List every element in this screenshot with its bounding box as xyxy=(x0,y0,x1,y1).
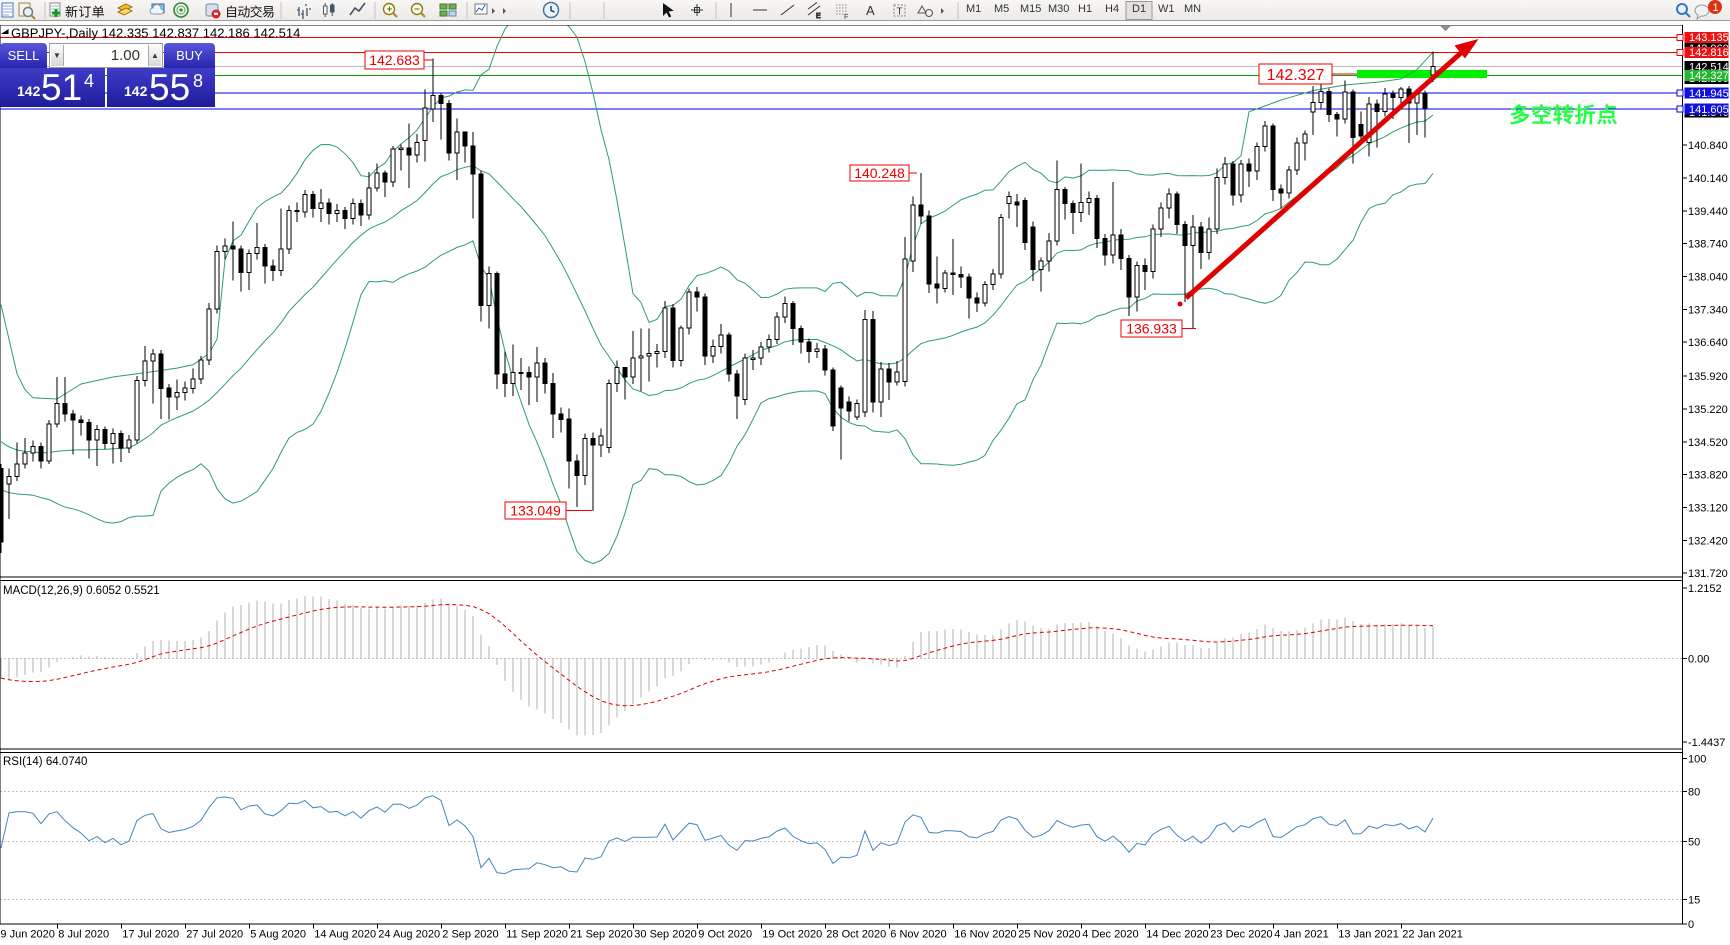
svg-text:80: 80 xyxy=(1688,787,1700,799)
svg-text:137.340: 137.340 xyxy=(1688,304,1728,316)
svg-text:9 Oct 2020: 9 Oct 2020 xyxy=(698,929,752,941)
svg-text:141.945: 141.945 xyxy=(1689,88,1729,100)
svg-text:14 Dec 2020: 14 Dec 2020 xyxy=(1146,929,1208,941)
svg-text:140.840: 140.840 xyxy=(1688,140,1728,152)
svg-text:135.220: 135.220 xyxy=(1688,404,1728,416)
svg-text:142.327: 142.327 xyxy=(1689,70,1729,82)
svg-text:21 Sep 2020: 21 Sep 2020 xyxy=(570,929,632,941)
svg-text:142.683: 142.683 xyxy=(369,52,420,68)
svg-text:E: E xyxy=(816,13,821,20)
svg-text:50: 50 xyxy=(1688,836,1700,848)
svg-text:4 Dec 2020: 4 Dec 2020 xyxy=(1082,929,1138,941)
svg-text:F: F xyxy=(844,14,848,21)
svg-text:143.135: 143.135 xyxy=(1689,32,1729,44)
svg-text:142.327: 142.327 xyxy=(1267,67,1325,84)
svg-text:13 Jan 2021: 13 Jan 2021 xyxy=(1338,929,1399,941)
svg-text:138.740: 138.740 xyxy=(1688,239,1728,251)
svg-text:8 Jul 2020: 8 Jul 2020 xyxy=(58,929,109,941)
svg-text:140.248: 140.248 xyxy=(854,165,905,181)
svg-text:1.2152: 1.2152 xyxy=(1688,583,1722,595)
svg-text:-1.4437: -1.4437 xyxy=(1688,737,1725,749)
svg-text:27 Jul 2020: 27 Jul 2020 xyxy=(186,929,243,941)
svg-text:135.920: 135.920 xyxy=(1688,371,1728,383)
svg-text:4 Jan 2021: 4 Jan 2021 xyxy=(1274,929,1328,941)
svg-text:142.816: 142.816 xyxy=(1689,47,1729,59)
svg-text:T: T xyxy=(897,7,903,18)
svg-text:RSI(14) 64.0740: RSI(14) 64.0740 xyxy=(3,756,87,768)
svg-text:133.820: 133.820 xyxy=(1688,470,1728,482)
svg-text:136.640: 136.640 xyxy=(1688,337,1728,349)
svg-text:19 Oct 2020: 19 Oct 2020 xyxy=(762,929,822,941)
svg-text:131.720: 131.720 xyxy=(1688,568,1728,580)
svg-text:1: 1 xyxy=(1713,2,1719,14)
svg-text:133.049: 133.049 xyxy=(510,503,561,519)
svg-text:139.440: 139.440 xyxy=(1688,206,1728,218)
svg-text:14 Aug 2020: 14 Aug 2020 xyxy=(314,929,376,941)
svg-text:22 Jan 2021: 22 Jan 2021 xyxy=(1402,929,1463,941)
svg-text:138.040: 138.040 xyxy=(1688,272,1728,284)
svg-text:136.933: 136.933 xyxy=(1126,321,1177,337)
svg-text:100: 100 xyxy=(1688,754,1706,766)
svg-text:29 Jun 2020: 29 Jun 2020 xyxy=(0,929,55,941)
svg-text:17 Jul 2020: 17 Jul 2020 xyxy=(122,929,179,941)
svg-text:140.140: 140.140 xyxy=(1688,173,1728,185)
svg-text:A: A xyxy=(866,3,875,18)
svg-text:2 Sep 2020: 2 Sep 2020 xyxy=(442,929,498,941)
svg-text:133.120: 133.120 xyxy=(1688,503,1728,515)
svg-text:141.605: 141.605 xyxy=(1689,104,1729,116)
svg-text:132.420: 132.420 xyxy=(1688,535,1728,547)
svg-text:MACD(12,26,9) 0.6052 0.5521: MACD(12,26,9) 0.6052 0.5521 xyxy=(3,585,160,597)
svg-text:0.00: 0.00 xyxy=(1688,653,1709,665)
svg-text:6 Nov 2020: 6 Nov 2020 xyxy=(890,929,946,941)
svg-text:24 Aug 2020: 24 Aug 2020 xyxy=(378,929,440,941)
svg-text:0: 0 xyxy=(1688,919,1694,931)
svg-text:15: 15 xyxy=(1688,894,1700,906)
svg-text:134.520: 134.520 xyxy=(1688,437,1728,449)
svg-text:28 Oct 2020: 28 Oct 2020 xyxy=(826,929,886,941)
svg-text:23 Dec 2020: 23 Dec 2020 xyxy=(1210,929,1272,941)
svg-text:16 Nov 2020: 16 Nov 2020 xyxy=(954,929,1016,941)
svg-text:11 Sep 2020: 11 Sep 2020 xyxy=(506,929,568,941)
svg-text:5 Aug 2020: 5 Aug 2020 xyxy=(250,929,306,941)
svg-text:GBPJPY-,Daily 142.335 142.837: GBPJPY-,Daily 142.335 142.837 142.186 14… xyxy=(11,26,300,41)
svg-text:30 Sep 2020: 30 Sep 2020 xyxy=(634,929,696,941)
svg-text:25 Nov 2020: 25 Nov 2020 xyxy=(1018,929,1080,941)
